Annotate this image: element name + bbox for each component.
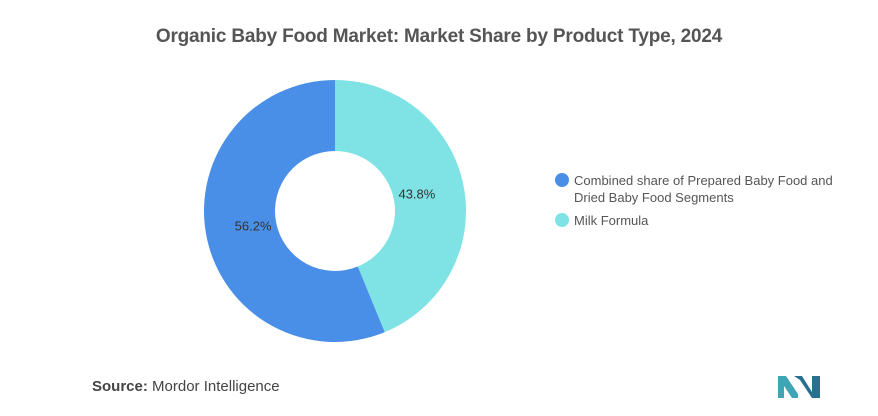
legend-label-line: Dried Baby Food Segments bbox=[574, 190, 734, 205]
legend-item-milk-formula: Milk Formula bbox=[555, 212, 855, 229]
legend-label: Milk Formula bbox=[574, 213, 649, 228]
donut-slice bbox=[335, 80, 466, 333]
mordor-intelligence-logo-icon bbox=[778, 376, 820, 398]
chart-title: Organic Baby Food Market: Market Share b… bbox=[155, 26, 723, 47]
legend-swatch bbox=[555, 173, 569, 187]
donut-slice-labels: 43.8% 56.2% bbox=[235, 186, 436, 233]
source-value: Mordor Intelligence bbox=[152, 378, 280, 395]
slice-value-label: 56.2% bbox=[235, 219, 272, 234]
source-label: Source: bbox=[92, 378, 148, 395]
legend-label: Combined share of Prepared Baby Food and… bbox=[574, 172, 833, 206]
chart-legend: Combined share of Prepared Baby Food and… bbox=[555, 172, 855, 235]
source-note: Source: Mordor Intelligence bbox=[92, 378, 280, 395]
donut-slices bbox=[204, 80, 466, 342]
legend-item-prepared-dried: Combined share of Prepared Baby Food and… bbox=[555, 172, 855, 206]
legend-label-line: Combined share of Prepared Baby Food and bbox=[574, 173, 833, 188]
legend-swatch bbox=[555, 213, 569, 227]
slice-value-label: 43.8% bbox=[398, 186, 435, 201]
donut-slice bbox=[204, 80, 385, 342]
